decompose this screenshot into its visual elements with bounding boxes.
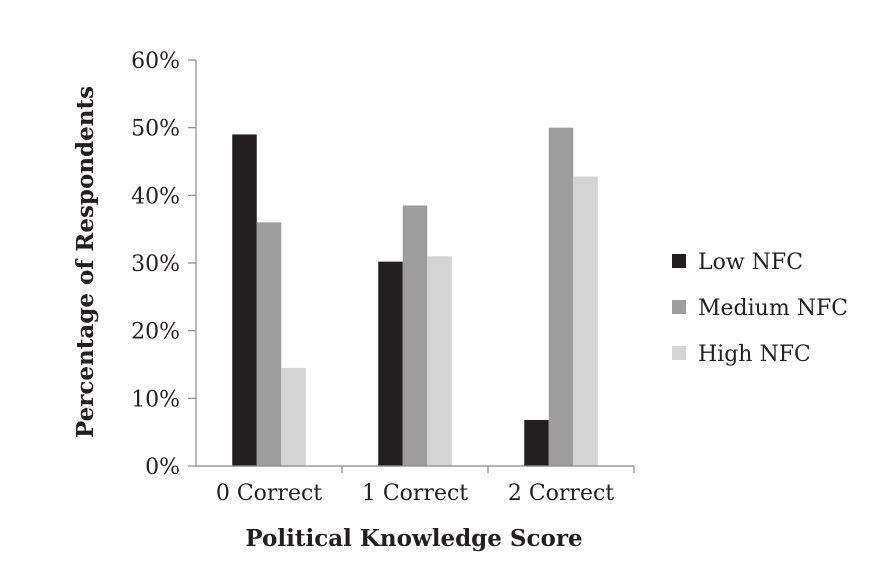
y-tick-label: 50%	[131, 117, 180, 142]
plot-area	[232, 127, 598, 467]
bar-medium-nfc	[256, 222, 282, 466]
legend-swatch	[672, 346, 686, 360]
bar-high-nfc	[281, 367, 306, 466]
bar-medium-nfc	[548, 127, 574, 467]
y-tick-label: 20%	[131, 320, 180, 345]
x-tick-label: 1 Correct	[362, 481, 468, 506]
legend-label: Low NFC	[698, 250, 803, 275]
y-tick-label: 10%	[131, 387, 180, 412]
bar-high-nfc	[427, 256, 452, 466]
bar-low-nfc	[524, 419, 549, 466]
y-tick-label: 0%	[145, 455, 180, 480]
y-axis-title: Percentage of Respondents	[72, 86, 99, 438]
bar-high-nfc	[573, 176, 598, 467]
legend-label: High NFC	[698, 342, 811, 367]
x-axis-title: Political Knowledge Score	[245, 525, 582, 552]
legend-swatch	[672, 254, 686, 268]
bar-medium-nfc	[402, 205, 428, 466]
legend: Low NFC Medium NFC High NFC	[672, 250, 848, 367]
legend-swatch	[672, 300, 686, 314]
y-tick-label: 30%	[131, 252, 180, 277]
y-tick-label: 60%	[131, 49, 180, 74]
x-tick-label: 2 Correct	[508, 481, 614, 506]
bar-low-nfc	[378, 261, 403, 466]
y-axis: 0% 10% 20% 30% 40% 50% 60%	[131, 49, 197, 480]
legend-label: Medium NFC	[698, 296, 848, 321]
bar-low-nfc	[232, 134, 257, 466]
y-tick-label: 40%	[131, 184, 180, 209]
x-axis: 0 Correct 1 Correct 2 Correct	[196, 465, 635, 506]
x-tick-label: 0 Correct	[216, 481, 322, 506]
